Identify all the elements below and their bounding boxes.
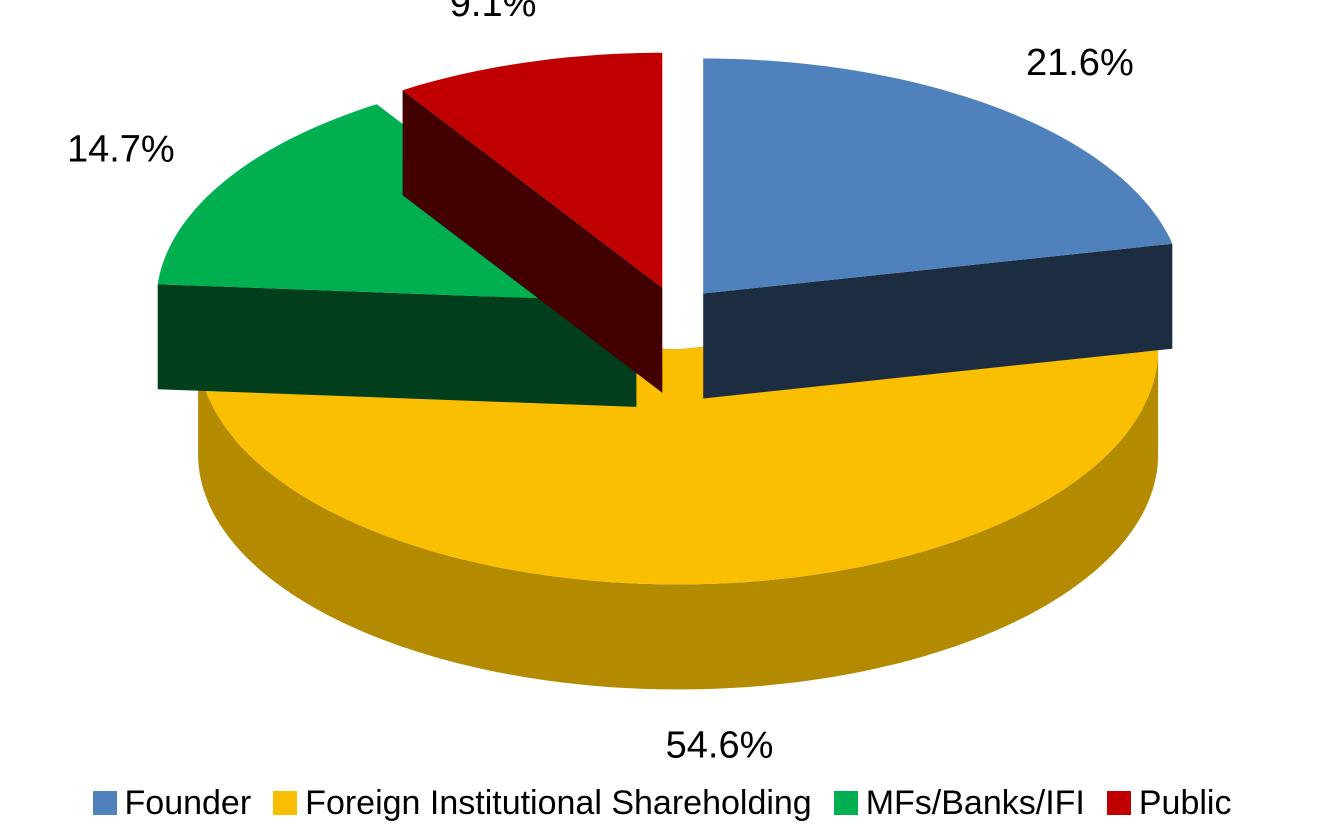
data-label: 14.7% <box>67 129 175 171</box>
slice-side <box>703 243 1173 399</box>
slice <box>703 58 1173 399</box>
slice-side <box>402 90 663 393</box>
legend-item: Public <box>1106 783 1232 823</box>
legend-label: Public <box>1138 783 1232 822</box>
legend-swatch <box>833 791 858 815</box>
legend-swatch <box>1106 791 1131 815</box>
legend: Founder Foreign Institutional Shareholdin… <box>0 780 1324 826</box>
slice-top <box>703 58 1173 294</box>
slice-wall <box>198 349 1159 690</box>
data-label: 9.1% <box>450 0 537 25</box>
legend-label: Founder <box>124 783 252 822</box>
legend-item: Foreign Institutional Shareholding <box>273 784 812 823</box>
data-label: 21.6% <box>1026 42 1134 84</box>
data-label: 54.6% <box>666 725 774 767</box>
slice <box>402 52 663 393</box>
legend-label: MFs/Banks/IFI <box>865 783 1085 822</box>
legend-swatch <box>92 791 117 815</box>
legend-item: MFs/Banks/IFI <box>833 783 1085 823</box>
legend-item: Founder <box>92 783 252 823</box>
slice-top <box>402 52 663 288</box>
legend-label: Foreign Institutional Shareholding <box>305 783 812 822</box>
legend-swatch <box>273 791 298 815</box>
chart: 21.6% 54.6% 14.7% 9.1% <box>67 0 1173 767</box>
